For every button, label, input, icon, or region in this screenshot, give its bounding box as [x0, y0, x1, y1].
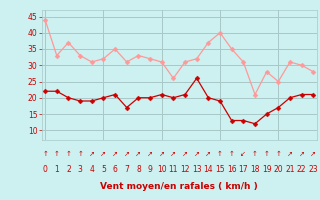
Text: 7: 7	[124, 165, 129, 174]
Text: ↑: ↑	[66, 151, 71, 157]
Text: 14: 14	[204, 165, 213, 174]
Text: 23: 23	[308, 165, 318, 174]
Text: ↗: ↗	[182, 151, 188, 157]
Text: ↗: ↗	[112, 151, 118, 157]
Text: ↗: ↗	[287, 151, 293, 157]
Text: ↗: ↗	[147, 151, 153, 157]
Text: 9: 9	[148, 165, 153, 174]
Text: ↗: ↗	[89, 151, 95, 157]
Text: 10: 10	[157, 165, 166, 174]
Text: 0: 0	[43, 165, 48, 174]
Text: ↗: ↗	[299, 151, 305, 157]
Text: 5: 5	[101, 165, 106, 174]
Text: ↑: ↑	[276, 151, 281, 157]
Text: 21: 21	[285, 165, 295, 174]
Text: ↑: ↑	[217, 151, 223, 157]
Text: 1: 1	[54, 165, 59, 174]
Text: Vent moyen/en rafales ( km/h ): Vent moyen/en rafales ( km/h )	[100, 182, 258, 191]
Text: ↗: ↗	[124, 151, 130, 157]
Text: ↑: ↑	[77, 151, 83, 157]
Text: ↙: ↙	[240, 151, 246, 157]
Text: ↑: ↑	[54, 151, 60, 157]
Text: ↑: ↑	[264, 151, 269, 157]
Text: 11: 11	[169, 165, 178, 174]
Text: 15: 15	[215, 165, 225, 174]
Text: ↗: ↗	[205, 151, 211, 157]
Text: 8: 8	[136, 165, 141, 174]
Text: 16: 16	[227, 165, 236, 174]
Text: ↗: ↗	[194, 151, 200, 157]
Text: 18: 18	[250, 165, 260, 174]
Text: ↑: ↑	[42, 151, 48, 157]
Text: 13: 13	[192, 165, 202, 174]
Text: 12: 12	[180, 165, 190, 174]
Text: 4: 4	[89, 165, 94, 174]
Text: 20: 20	[274, 165, 283, 174]
Text: 3: 3	[78, 165, 83, 174]
Text: 17: 17	[238, 165, 248, 174]
Text: 19: 19	[262, 165, 271, 174]
Text: ↗: ↗	[159, 151, 165, 157]
Text: ↗: ↗	[135, 151, 141, 157]
Text: ↗: ↗	[310, 151, 316, 157]
Text: ↑: ↑	[229, 151, 235, 157]
Text: 6: 6	[113, 165, 117, 174]
Text: 22: 22	[297, 165, 306, 174]
Text: ↗: ↗	[100, 151, 106, 157]
Text: ↗: ↗	[171, 151, 176, 157]
Text: 2: 2	[66, 165, 71, 174]
Text: ↑: ↑	[252, 151, 258, 157]
